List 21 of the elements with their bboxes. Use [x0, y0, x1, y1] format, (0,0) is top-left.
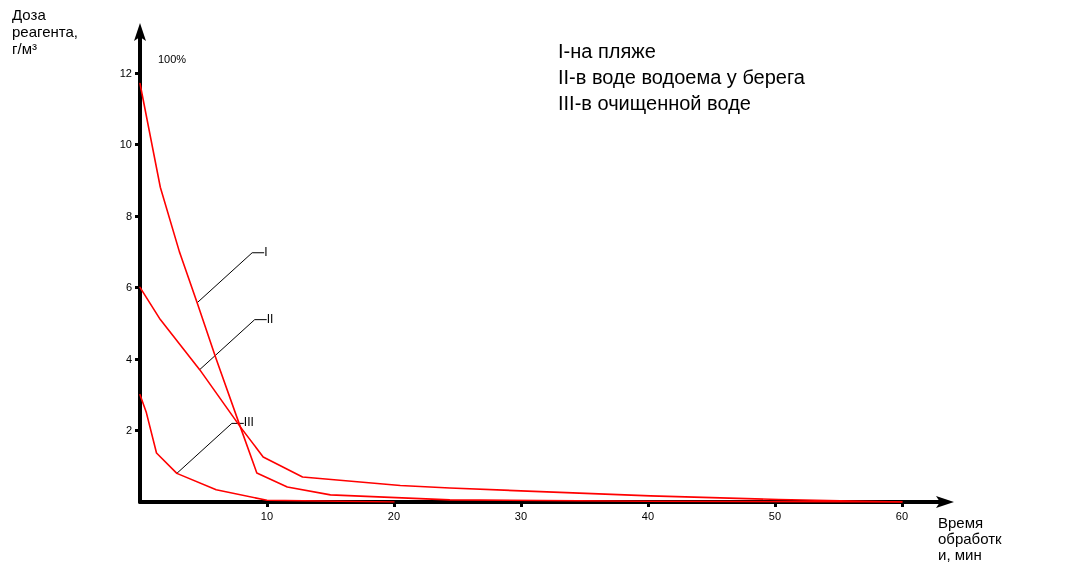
y-tick-label: 4 [125, 352, 132, 365]
y-tick-label: 2 [125, 424, 132, 437]
x-tick-label: 40 [641, 509, 655, 522]
x-tick-label: 10 [260, 509, 274, 522]
y-tick-label: 12 [119, 66, 132, 79]
x-tick-label: 20 [387, 509, 401, 522]
x-axis-title: Время обработки, мин [938, 513, 1003, 563]
y-tick-label: 6 [125, 281, 132, 294]
annotation: III-в очищенной воде [558, 92, 751, 114]
annotation: 100% [158, 52, 187, 65]
x-tick-label: 30 [514, 509, 528, 522]
annotation: II [266, 311, 274, 326]
y-axis-title: Доза реагента, г/м³ [12, 6, 83, 57]
x-tick-label: 60 [895, 509, 909, 522]
y-tick-label: 10 [119, 138, 132, 151]
annotation: II-в воде водоема у берега [558, 66, 806, 88]
annotation: I-на пляже [558, 40, 656, 62]
annotation: I [264, 244, 268, 259]
x-tick-label: 50 [768, 509, 782, 522]
annotation: III [243, 415, 254, 430]
y-tick-label: 8 [125, 209, 132, 222]
